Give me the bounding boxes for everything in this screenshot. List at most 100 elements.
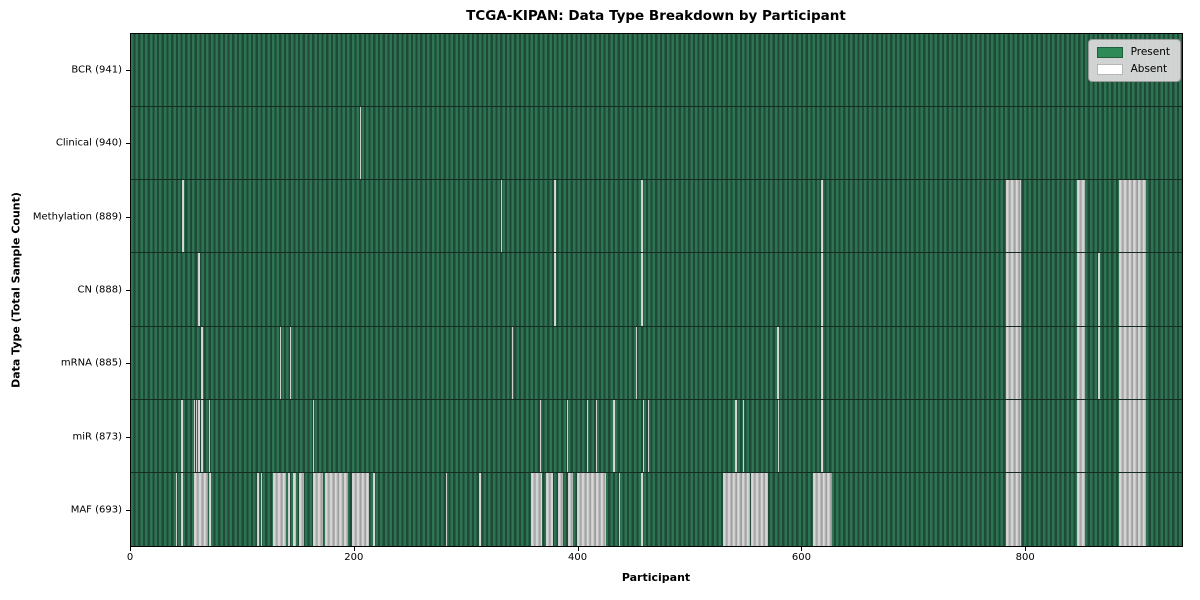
absent-stripe (209, 399, 211, 472)
x-tick-label: 0 (126, 552, 134, 563)
absent-stripe (279, 326, 281, 399)
absent-stripe (1119, 399, 1147, 472)
absent-stripe (576, 472, 606, 546)
absent-stripe (1005, 253, 1022, 326)
absent-stripe (641, 472, 643, 546)
absent-stripe (776, 326, 779, 399)
x-tick-mark (353, 547, 355, 551)
absent-stripe (586, 399, 588, 472)
y-tick-mark (126, 510, 130, 512)
absent-stripe (1119, 326, 1147, 399)
absent-stripe (566, 399, 568, 472)
x-tick-label: 200 (344, 552, 364, 563)
absent-stripe (619, 472, 621, 546)
absent-stripe (182, 180, 184, 253)
x-tick-label: 600 (791, 552, 811, 563)
y-tick-label: miR (873) (72, 431, 122, 443)
absent-stripe (198, 253, 201, 326)
absent-stripe (289, 326, 291, 399)
absent-stripe (641, 180, 643, 253)
absent-stripe (813, 472, 833, 546)
absent-stripe (500, 180, 502, 253)
absent-stripe (635, 326, 638, 399)
absent-stripe (288, 472, 290, 546)
absent-stripe (201, 326, 203, 399)
y-tick-mark (126, 290, 130, 291)
absent-stripe (181, 472, 184, 546)
absent-stripe (511, 326, 514, 399)
absent-stripe (479, 472, 481, 546)
absent-stripe (735, 399, 737, 472)
absent-stripe (1077, 472, 1085, 546)
y-tick-mark (126, 69, 130, 71)
absent-stripe (722, 472, 750, 546)
absent-stripe (195, 399, 198, 472)
absent-stripe (595, 399, 597, 472)
absent-stripe (777, 399, 779, 472)
legend-label-present: Present (1130, 46, 1170, 58)
x-tick-mark (1025, 547, 1027, 551)
absent-stripe (201, 399, 203, 472)
absent-stripe (313, 399, 315, 472)
data-type-row-mrna (131, 326, 1182, 400)
x-tick-mark (801, 547, 803, 551)
absent-swatch-icon (1096, 63, 1123, 75)
absent-stripe (642, 399, 644, 472)
x-tick-label: 400 (568, 552, 588, 563)
x-tick-mark (577, 547, 579, 551)
y-tick-label: BCR (941) (71, 64, 122, 76)
absent-stripe (554, 253, 556, 326)
legend-item-absent: Absent (1096, 63, 1170, 75)
legend: Present Absent (1087, 39, 1181, 82)
x-tick-label: 800 (1015, 552, 1035, 563)
data-type-row-cn (131, 253, 1182, 327)
absent-stripe (1005, 472, 1022, 546)
absent-stripe (257, 472, 259, 546)
absent-stripe (1119, 472, 1147, 546)
y-tick-label: CN (888) (77, 284, 122, 296)
absent-stripe (641, 253, 643, 326)
y-tick-label: Clinical (940) (55, 137, 122, 149)
legend-label-absent: Absent (1130, 63, 1168, 75)
absent-stripe (554, 180, 556, 253)
legend-item-present: Present (1096, 46, 1170, 58)
present-swatch-icon (1096, 46, 1123, 58)
y-tick-mark (126, 436, 130, 438)
data-type-row-maf (131, 472, 1182, 546)
absent-stripe (1098, 326, 1100, 399)
plot-area (130, 33, 1183, 547)
absent-stripe (750, 472, 768, 546)
absent-stripe (359, 107, 362, 180)
y-tick-mark (126, 143, 130, 145)
x-axis-title: Participant (621, 571, 691, 584)
data-type-row-bcr (131, 34, 1182, 108)
absent-stripe (821, 253, 823, 326)
absent-stripe (1077, 326, 1085, 399)
absent-stripe (181, 399, 183, 472)
absent-stripe (1077, 253, 1085, 326)
absent-stripe (1005, 180, 1022, 253)
absent-stripe (821, 180, 823, 253)
absent-stripe (743, 399, 745, 472)
absent-stripe (613, 399, 615, 472)
absent-stripe (1098, 253, 1100, 326)
absent-stripe (567, 472, 574, 546)
absent-stripe (821, 399, 823, 472)
absent-stripe (193, 472, 209, 546)
y-tick-mark (126, 363, 130, 365)
absent-stripe (272, 472, 287, 546)
absent-stripe (546, 472, 554, 546)
absent-stripe (209, 472, 212, 546)
x-tick-mark (130, 547, 131, 551)
absent-stripe (1119, 253, 1147, 326)
absent-stripe (1005, 399, 1022, 472)
y-tick-mark (126, 216, 130, 218)
data-type-row-clinical (131, 107, 1182, 181)
absent-stripe (539, 399, 542, 472)
absent-stripe (648, 399, 650, 472)
absent-stripe (821, 326, 823, 399)
absent-stripe (292, 472, 297, 546)
absent-stripe (373, 472, 375, 546)
absent-stripe (260, 472, 262, 546)
